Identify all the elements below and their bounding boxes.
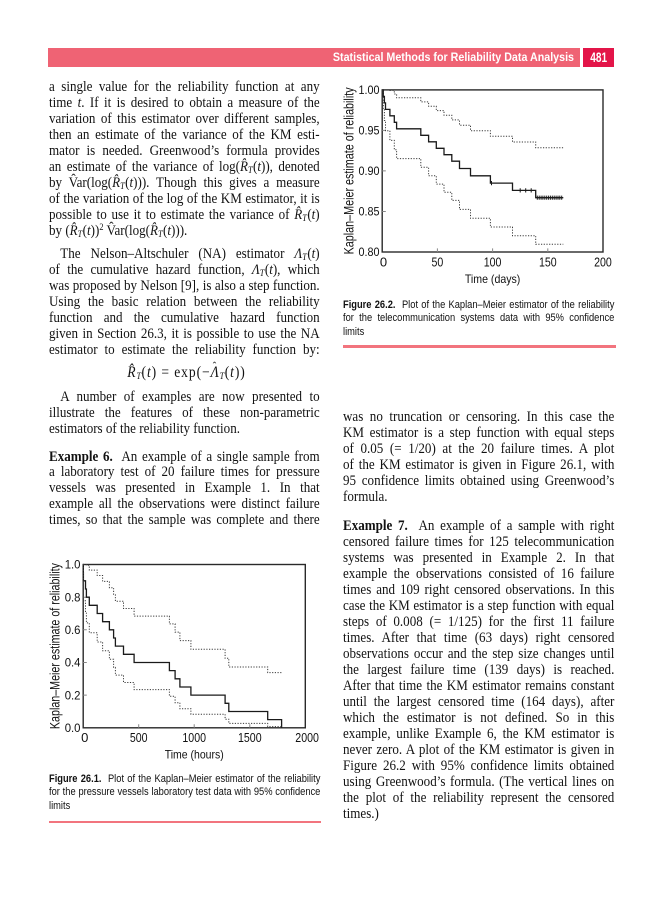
svg-text:0.6: 0.6 <box>65 623 81 637</box>
svg-text:0.8: 0.8 <box>65 590 81 604</box>
svg-text:500: 500 <box>130 730 148 745</box>
svg-text:0.4: 0.4 <box>65 656 81 670</box>
svg-text:Kaplan–Meier estimate of relia: Kaplan–Meier estimate of reliability <box>47 563 62 729</box>
svg-text:Kaplan–Meier estimate of relia: Kaplan–Meier estimate of reliability <box>341 87 356 254</box>
svg-text:1500: 1500 <box>238 730 262 745</box>
svg-text:0.85: 0.85 <box>359 205 380 219</box>
svg-text:0: 0 <box>380 254 387 269</box>
svg-text:50: 50 <box>432 254 444 269</box>
svg-text:0: 0 <box>81 730 88 745</box>
svg-text:0.90: 0.90 <box>359 164 380 178</box>
svg-text:0.95: 0.95 <box>359 124 380 138</box>
svg-text:0.0: 0.0 <box>65 721 81 735</box>
svg-text:2000: 2000 <box>295 730 319 745</box>
svg-text:1000: 1000 <box>182 730 206 745</box>
svg-text:0.80: 0.80 <box>359 245 380 259</box>
svg-text:1.0: 1.0 <box>65 558 81 572</box>
svg-text:200: 200 <box>594 254 612 269</box>
svg-text:0.2: 0.2 <box>65 688 81 702</box>
svg-text:Time (hours): Time (hours) <box>165 747 224 761</box>
svg-text:Time (days): Time (days) <box>465 272 521 286</box>
svg-text:1.00: 1.00 <box>359 83 380 97</box>
svg-text:100: 100 <box>484 254 502 269</box>
svg-text:150: 150 <box>539 254 557 269</box>
